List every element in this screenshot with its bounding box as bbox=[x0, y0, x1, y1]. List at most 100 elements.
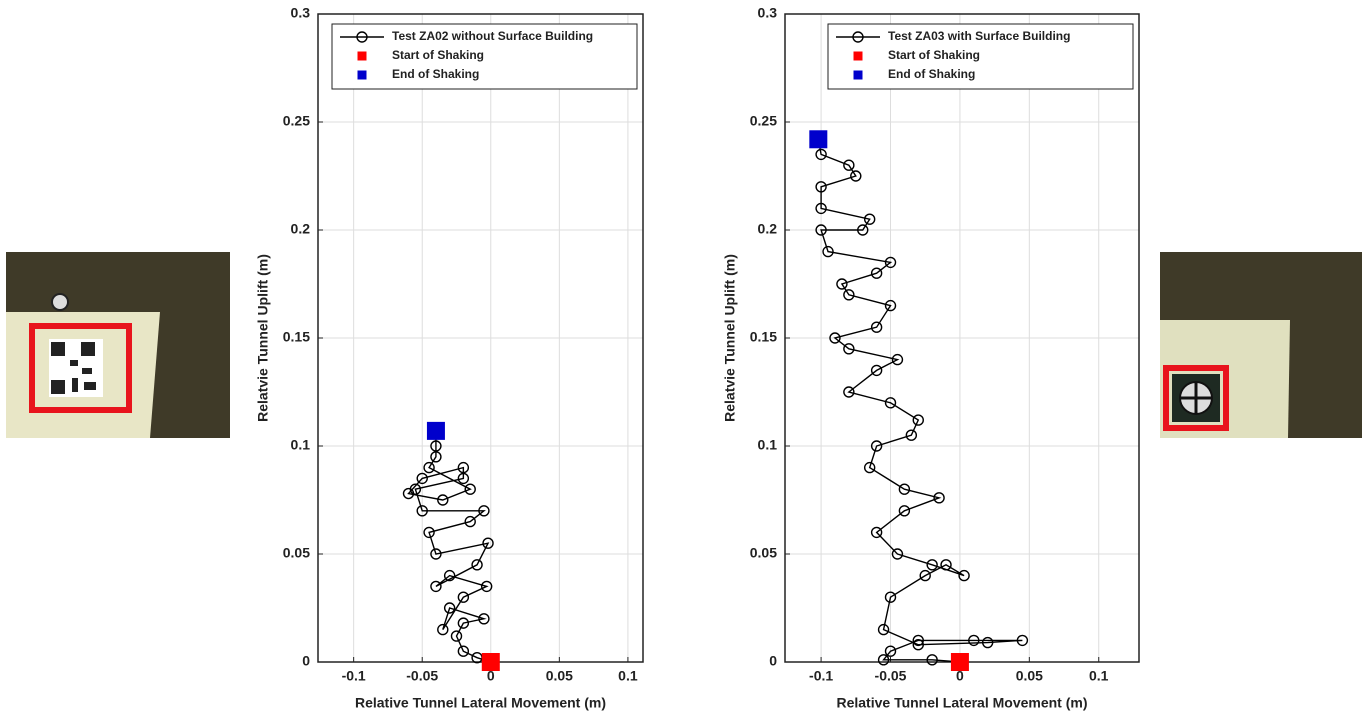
marker-circle bbox=[898, 505, 911, 517]
highlight-box bbox=[29, 323, 132, 413]
legend-label: Start of Shaking bbox=[392, 48, 484, 62]
y-tick-label: 0.15 bbox=[750, 329, 777, 345]
marker-circle bbox=[877, 654, 890, 666]
marker-circle bbox=[843, 386, 855, 398]
marker-circle bbox=[884, 299, 897, 312]
y-tick-label: 0.1 bbox=[291, 437, 311, 453]
marker-circle bbox=[430, 548, 442, 560]
marker-circle bbox=[480, 580, 493, 593]
legend: Test ZA03 with Surface Building Start of … bbox=[827, 23, 1134, 90]
marker-circle bbox=[437, 494, 449, 506]
marker-circle bbox=[884, 591, 897, 603]
marker-circle bbox=[912, 634, 924, 647]
y-axis-label: Relatvie Tunnel Uplift (m) bbox=[255, 254, 271, 422]
x-tick-label: -0.1 bbox=[809, 668, 833, 684]
marker-circle bbox=[478, 613, 490, 625]
marker-circle bbox=[416, 505, 428, 517]
marker-circle bbox=[891, 353, 904, 366]
legend-label: End of Shaking bbox=[392, 67, 479, 81]
marker-circle bbox=[430, 451, 442, 463]
marker-circle bbox=[815, 224, 827, 236]
marker-circle bbox=[457, 461, 470, 474]
y-tick-label: 0.25 bbox=[283, 113, 310, 129]
marker-circle bbox=[981, 636, 994, 649]
y-tick-label: 0.15 bbox=[283, 329, 310, 345]
y-tick-label: 0.2 bbox=[758, 221, 778, 237]
x-tick-label: 0.05 bbox=[1016, 668, 1043, 684]
y-tick-label: 0.1 bbox=[758, 437, 778, 453]
marker-circle bbox=[457, 617, 470, 629]
x-tick-label: -0.05 bbox=[406, 668, 438, 684]
marker-square bbox=[853, 51, 863, 61]
target-cross bbox=[1180, 382, 1212, 414]
x-tick-label: 0.1 bbox=[1089, 668, 1109, 684]
x-tick-label: 0 bbox=[956, 668, 964, 684]
marker-circle bbox=[443, 602, 456, 614]
marker-circle bbox=[912, 414, 924, 426]
highlight-box bbox=[1163, 365, 1229, 431]
legend: Test ZA02 without Surface Building Start … bbox=[331, 23, 638, 90]
y-tick-label: 0 bbox=[769, 653, 777, 669]
y-tick-label: 0.25 bbox=[750, 113, 777, 129]
marker-circle bbox=[478, 505, 490, 517]
marker-circle bbox=[464, 515, 476, 528]
photo-hole bbox=[51, 293, 69, 311]
y-tick-label: 0.3 bbox=[758, 5, 778, 21]
marker-circle bbox=[482, 537, 494, 549]
marker-circle bbox=[884, 256, 897, 269]
marker-circle bbox=[852, 31, 864, 43]
series-line bbox=[817, 139, 1023, 663]
marker-circle bbox=[857, 224, 869, 236]
marker-square bbox=[809, 130, 828, 149]
marker-circle bbox=[843, 289, 855, 301]
marker-circle bbox=[815, 148, 827, 161]
marker-circle bbox=[843, 343, 855, 355]
marker-circle bbox=[1016, 634, 1029, 647]
marker-circle bbox=[423, 461, 435, 474]
marker-circle bbox=[850, 170, 862, 182]
x-tick-label: -0.1 bbox=[342, 668, 366, 684]
x-tick-label: 0.1 bbox=[618, 668, 638, 684]
photo-left bbox=[6, 252, 230, 438]
marker-circle bbox=[940, 559, 952, 571]
legend-box bbox=[827, 23, 1134, 90]
legend-label: Start of Shaking bbox=[888, 48, 980, 62]
y-tick-label: 0.05 bbox=[283, 545, 310, 561]
marker-circle bbox=[356, 31, 368, 43]
marker-circle bbox=[464, 483, 476, 495]
marker-circle bbox=[898, 483, 911, 495]
plot: -0.1 -0.05 0 0.05 0.1 0 0.05 0.1 0.15 0.2 0.25 0.3 R… bbox=[255, 5, 644, 711]
marker-circle bbox=[815, 181, 827, 193]
marker-circle bbox=[863, 213, 876, 225]
marker-circle bbox=[863, 461, 876, 474]
marker-circle bbox=[891, 548, 904, 560]
marker-square bbox=[481, 653, 500, 671]
y-tick-label: 0 bbox=[302, 653, 310, 669]
marker-square bbox=[853, 70, 863, 80]
x-axis-label: Relative Tunnel Lateral Movement (m) bbox=[836, 695, 1087, 711]
marker-circle bbox=[822, 245, 834, 258]
marker-circle bbox=[870, 364, 883, 377]
y-tick-label: 0.2 bbox=[291, 221, 311, 237]
photo-right bbox=[1160, 252, 1362, 438]
marker-circle bbox=[912, 639, 924, 651]
marker-circle bbox=[457, 472, 470, 485]
marker-circle bbox=[402, 487, 415, 500]
marker-circle bbox=[958, 569, 970, 582]
marker-circle bbox=[870, 267, 883, 279]
marker-circle bbox=[905, 429, 918, 441]
marker-square bbox=[357, 70, 367, 80]
marker-circle bbox=[443, 569, 456, 582]
marker-square bbox=[357, 51, 367, 61]
marker-circle bbox=[870, 440, 883, 452]
marker-circle bbox=[919, 569, 931, 582]
x-tick-label: 0.05 bbox=[546, 668, 573, 684]
marker-circle bbox=[877, 623, 890, 636]
y-tick-label: 0.3 bbox=[291, 5, 311, 21]
y-axis-label: Relatvie Tunnel Uplift (m) bbox=[722, 254, 738, 422]
marker-circle bbox=[968, 634, 980, 647]
marker-circle bbox=[926, 559, 938, 571]
marker-circle bbox=[457, 645, 470, 657]
marker-circle bbox=[437, 623, 449, 636]
